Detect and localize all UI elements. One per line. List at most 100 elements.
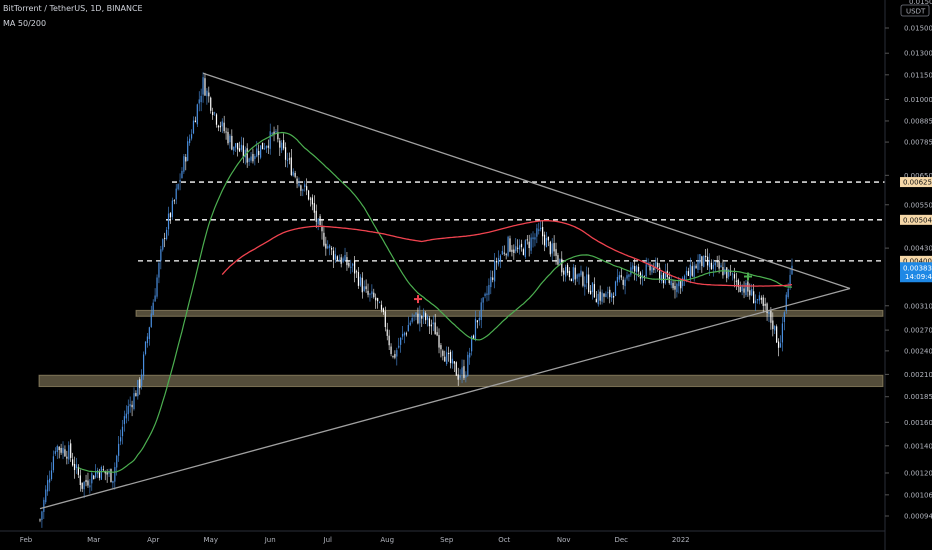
candle-body xyxy=(229,135,231,143)
candle-body xyxy=(413,315,415,317)
candle-body xyxy=(375,297,377,301)
candle-body xyxy=(405,333,408,335)
candle-body xyxy=(469,352,471,358)
candle-body xyxy=(398,345,400,348)
candle-body xyxy=(672,283,674,289)
x-tick-label: Apr xyxy=(147,536,159,544)
indicator-label[interactable]: MA 50/200 xyxy=(3,19,47,28)
level-price-tag xyxy=(900,177,932,188)
candle-body xyxy=(95,471,97,478)
candle-body xyxy=(244,149,246,158)
candle-body xyxy=(50,470,53,480)
candle-body xyxy=(169,213,172,218)
candle-body xyxy=(565,266,567,277)
candle-body xyxy=(660,275,663,281)
candle-body xyxy=(657,262,659,268)
candle-body xyxy=(607,292,609,294)
candle-body xyxy=(754,300,757,304)
candle-body xyxy=(705,255,707,258)
candle-body xyxy=(323,232,325,246)
candle-body xyxy=(776,326,778,343)
candle-body xyxy=(219,125,221,128)
candle-body xyxy=(762,297,764,306)
candle-body xyxy=(492,277,494,280)
candle-body xyxy=(783,312,785,322)
candle-body xyxy=(384,311,386,328)
candle-body xyxy=(194,120,196,123)
candle-body xyxy=(225,131,227,133)
candle-body xyxy=(58,446,60,451)
candle-body xyxy=(518,245,521,250)
candle-body xyxy=(785,294,787,311)
candle-body xyxy=(223,122,225,132)
candle-body xyxy=(235,143,237,148)
candle-body xyxy=(411,317,413,322)
candle-body xyxy=(599,291,601,301)
candle-body xyxy=(271,133,273,135)
candle-body xyxy=(649,264,651,271)
candle-body xyxy=(386,329,388,336)
candle-body xyxy=(591,282,594,293)
candle-body xyxy=(215,114,218,125)
candle-body xyxy=(455,362,457,376)
candle-body xyxy=(108,471,110,474)
candle-body xyxy=(733,274,736,279)
candle-body xyxy=(497,258,500,265)
candle-body xyxy=(208,92,210,97)
candle-body xyxy=(737,279,739,288)
candle-body xyxy=(645,264,647,277)
candle-body xyxy=(309,198,312,200)
candle-body xyxy=(221,121,223,127)
candle-body xyxy=(574,267,576,280)
candle-body xyxy=(540,227,542,230)
ma-cross-marker xyxy=(414,295,422,304)
candle-body xyxy=(536,228,538,237)
candle-body xyxy=(632,265,634,270)
candle-body xyxy=(377,298,379,302)
candle-body xyxy=(369,293,371,295)
candle-body xyxy=(144,341,147,355)
candle-body xyxy=(158,263,160,278)
candle-body xyxy=(471,335,473,352)
candle-body xyxy=(693,265,695,277)
candle-body xyxy=(181,170,183,179)
candle-body xyxy=(682,277,684,287)
candle-body xyxy=(446,352,448,364)
candle-body xyxy=(522,249,525,256)
y-axis-top-label: 0.01500 xyxy=(909,0,932,6)
time-axis: Feb Mar Apr May Jun Jul Aug Sep Oct Nov Dec 2022 xyxy=(0,530,885,544)
candle-body xyxy=(714,262,716,266)
candle-body xyxy=(307,190,310,200)
candle-body xyxy=(674,285,676,290)
candle-body xyxy=(526,239,528,241)
candle-body xyxy=(70,443,72,458)
candle-body xyxy=(75,464,78,469)
candle-body xyxy=(451,358,454,364)
candle-body xyxy=(133,393,135,410)
candle-body xyxy=(463,366,465,378)
candle-body xyxy=(530,237,532,251)
candle-body xyxy=(503,252,505,254)
candle-body xyxy=(614,281,617,296)
level-price-label: 0.005049 xyxy=(903,216,932,224)
candle-body xyxy=(557,255,559,265)
candle-body xyxy=(304,184,306,188)
x-tick-label: Mar xyxy=(87,536,100,544)
candle-body xyxy=(678,281,680,287)
candle-body xyxy=(760,297,762,300)
candle-body xyxy=(758,295,760,301)
candle-body xyxy=(275,130,277,133)
candle-body xyxy=(146,336,149,344)
candle-body xyxy=(106,472,108,475)
candle-body xyxy=(578,273,580,277)
candle-body xyxy=(423,311,425,317)
candle-body xyxy=(403,332,406,336)
candle-body xyxy=(64,449,66,457)
candle-body xyxy=(127,406,129,415)
candle-body xyxy=(551,243,553,254)
candle-body xyxy=(196,104,198,125)
candle-body xyxy=(653,267,655,271)
